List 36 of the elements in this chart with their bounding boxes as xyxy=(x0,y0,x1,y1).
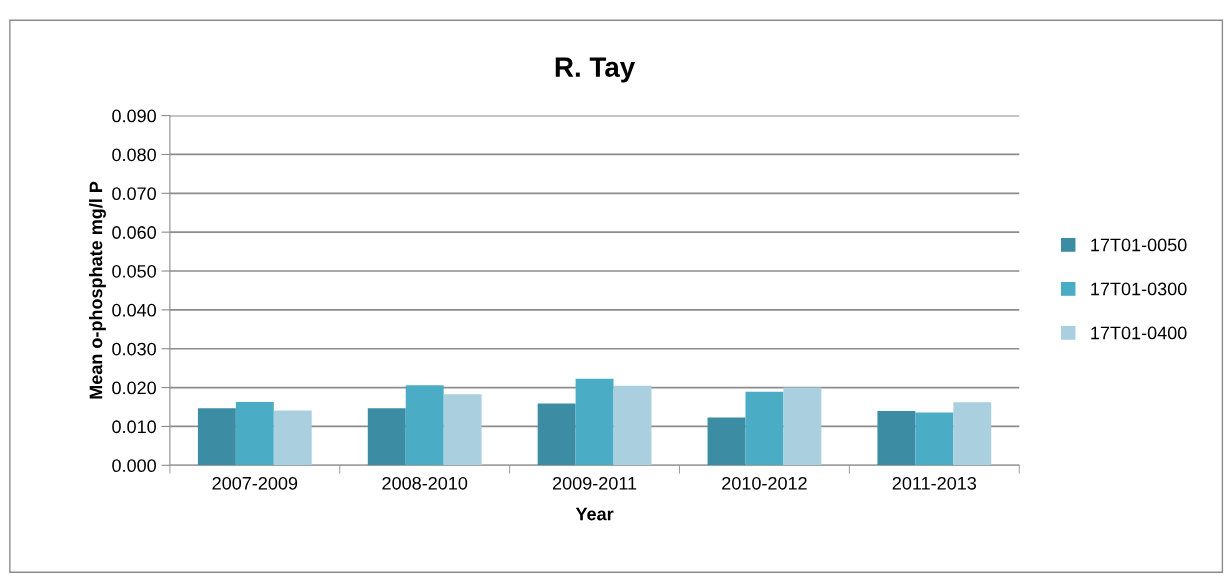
x-tick-label: 2010-2012 xyxy=(722,476,807,490)
bar xyxy=(537,403,576,466)
bar xyxy=(613,385,652,466)
x-tick-label: 2008-2010 xyxy=(382,476,468,490)
y-tick-label: 0.070 xyxy=(112,187,156,201)
bar xyxy=(877,410,916,466)
bar xyxy=(707,417,746,466)
bar xyxy=(367,408,406,466)
bar xyxy=(575,378,614,466)
y-tick-label: 0.000 xyxy=(112,459,156,473)
x-tick-label: 2009-2011 xyxy=(552,476,637,490)
y-tick-label: 0.080 xyxy=(112,148,156,162)
y-tick-label: 0.020 xyxy=(112,381,156,395)
chart-title: R. Tay xyxy=(555,57,636,83)
x-tick-label: 2011-2013 xyxy=(892,476,977,490)
bar xyxy=(443,394,482,466)
y-tick-label: 0.090 xyxy=(112,109,156,123)
y-axis-title: Mean o-phosphate mg/l P xyxy=(89,181,106,399)
bar xyxy=(273,410,312,466)
x-axis-title: Year xyxy=(575,507,614,521)
y-tick-label: 0.050 xyxy=(112,264,156,278)
bar xyxy=(235,401,274,466)
legend-label: 17T01-0400 xyxy=(1091,326,1187,340)
legend-label: 17T01-0050 xyxy=(1091,238,1187,252)
bar xyxy=(405,385,444,466)
y-tick-label: 0.010 xyxy=(112,420,156,434)
bar xyxy=(745,391,784,466)
x-tick-label: 2007-2009 xyxy=(212,476,298,490)
bar xyxy=(953,402,992,466)
y-tick-label: 0.040 xyxy=(112,303,156,317)
y-tick-label: 0.060 xyxy=(112,226,156,239)
bar xyxy=(915,412,954,466)
bar xyxy=(197,408,236,466)
bar xyxy=(783,387,822,466)
y-tick-label: 0.030 xyxy=(112,342,156,356)
legend-label: 17T01-0300 xyxy=(1091,282,1187,296)
